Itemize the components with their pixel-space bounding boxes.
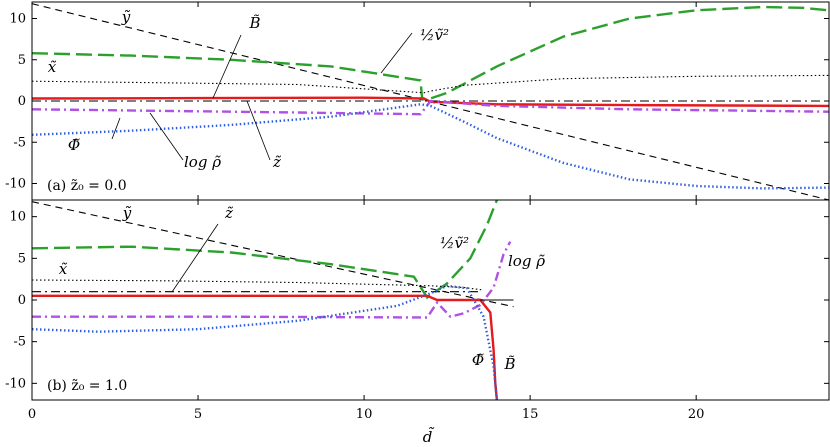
panel-1-annotation-leader xyxy=(212,34,242,99)
panel-2-series-half-v2 xyxy=(32,200,499,300)
panel-2-series-x xyxy=(32,279,484,291)
panel-2-annotation-leader xyxy=(171,223,219,293)
xtick-label: 15 xyxy=(522,407,539,422)
panel-1-caption: (a) z̃₀ = 0.0 xyxy=(47,178,127,194)
panel-2-frame xyxy=(31,199,830,401)
panel-1-annotation-leader xyxy=(380,32,413,74)
xtick-label: 0 xyxy=(28,407,36,422)
panel-1-annotation: ½ṽ² xyxy=(420,26,449,44)
panel-2-series-y xyxy=(32,201,514,308)
panel-1-series-b xyxy=(32,96,829,108)
panel-1-annotation-leader xyxy=(111,117,121,140)
panel-2-ytick-label: -10 xyxy=(5,376,26,391)
panel-2-annotation: ½ṽ² xyxy=(440,234,469,252)
panel-1-annotation: x̃ xyxy=(48,58,57,76)
panel-2-caption: (b) z̃₀ = 1.0 xyxy=(47,378,127,394)
panel-2-series-log-rho xyxy=(32,241,512,319)
panel-1-ytick-label: -5 xyxy=(13,135,26,150)
panel-1-ytick-label: 0 xyxy=(18,94,26,109)
panel-1-series-x xyxy=(32,74,829,94)
panel-2-ytick-label: 5 xyxy=(18,251,26,266)
x-axis-label: d̃ xyxy=(423,427,435,446)
panel-1-annotation: z̃ xyxy=(272,153,281,171)
panel-2-annotation: z̃ xyxy=(224,204,233,222)
panel-2-annotation: ỹ xyxy=(122,204,132,222)
panel-1-series-log-rho xyxy=(32,99,829,116)
xtick-label: 10 xyxy=(356,407,373,422)
xtick-label: 5 xyxy=(194,407,202,422)
panel-1-series-phi xyxy=(32,103,829,190)
panel-1-series-half-v2 xyxy=(32,5,829,101)
panel-1-annotation: B̃ xyxy=(248,14,260,32)
panel-2-ytick-label: 0 xyxy=(18,293,26,308)
panel-1-ytick-label: -10 xyxy=(5,177,26,192)
xtick-label: 20 xyxy=(688,407,705,422)
panel-1-annotation: log ρ̃ xyxy=(184,153,221,171)
panel-1-ytick-label: 10 xyxy=(9,12,26,27)
panel-2-ytick-label: -5 xyxy=(13,335,26,350)
panel-2-ytick-label: 10 xyxy=(9,210,26,225)
panel-2-series-phi xyxy=(32,284,499,400)
panel-1-annotation-leader xyxy=(246,100,271,161)
panel-2-annotation: B̃ xyxy=(503,355,515,373)
panel-2-annotation: Φ̃ xyxy=(472,351,484,369)
panel-1-annotation-leader xyxy=(149,112,184,161)
panel-2-annotation: x̃ xyxy=(59,260,68,278)
panel-1-ytick-label: 5 xyxy=(18,53,26,68)
panel-1-annotation: ỹ xyxy=(121,8,131,26)
panel-1-annotation: Φ̃ xyxy=(68,136,80,154)
panel-2-annotation: log ρ̃ xyxy=(508,252,545,270)
